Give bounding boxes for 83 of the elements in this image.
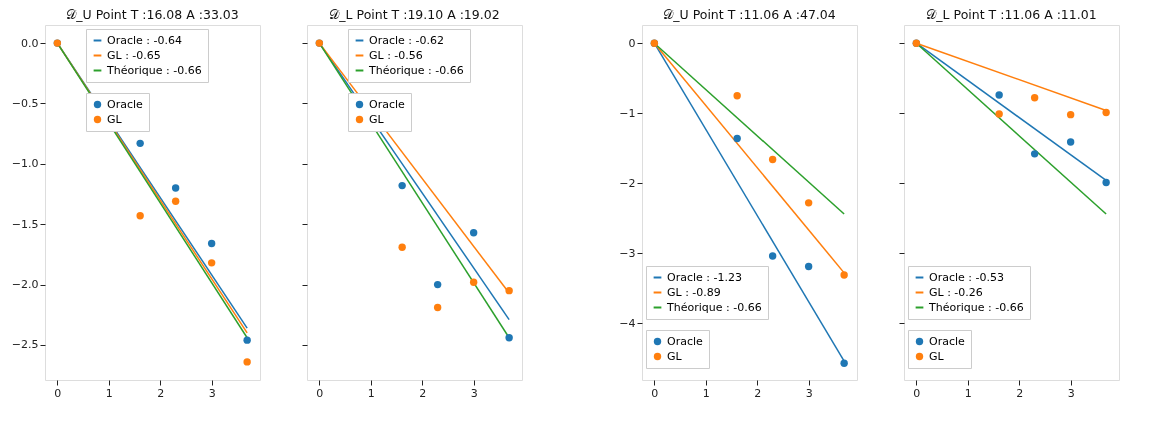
point [840, 359, 848, 367]
x-tick-label: 2 [754, 386, 762, 400]
legend-label: Oracle : -0.53 [929, 270, 1004, 284]
point [207, 259, 216, 267]
y-tick-label: −1.5 [11, 217, 39, 231]
x-tick-label: 2 [157, 386, 165, 400]
point [505, 334, 513, 342]
x-tick-label: 0 [54, 386, 62, 400]
legend-label: Oracle [667, 334, 704, 348]
legend-label: Oracle : -0.64 [107, 33, 182, 47]
point [136, 139, 144, 148]
point [1030, 150, 1039, 158]
point [1066, 138, 1075, 146]
point [433, 280, 442, 289]
point [1030, 94, 1039, 102]
chart-title: 𝒟_U Point T :11.06 A :47.04 [663, 6, 836, 22]
chart-title: 𝒟_L Point T :11.06 A :11.01 [926, 6, 1097, 22]
x-tick-label: 1 [105, 386, 113, 400]
legend-label: GL [929, 349, 945, 363]
point [207, 239, 216, 248]
y-tick-label: −1 [619, 106, 636, 120]
y-tick-label: −1.0 [11, 157, 39, 171]
point [733, 92, 741, 100]
y-tick-label: −4 [619, 316, 636, 330]
y-tick-label: −0.5 [11, 96, 39, 110]
point [469, 228, 478, 237]
legend-label: Théorique : -0.66 [666, 300, 762, 314]
point [1102, 178, 1110, 187]
x-tick-label: 2 [419, 386, 427, 400]
x-tick-label: 1 [702, 386, 710, 400]
point [398, 243, 406, 251]
point [733, 134, 741, 143]
point [995, 91, 1003, 99]
x-tick-label: 2 [1016, 386, 1024, 400]
point [995, 110, 1003, 118]
point [171, 184, 180, 192]
point [433, 303, 442, 312]
x-tick-label: 3 [208, 386, 216, 400]
x-tick-label: 0 [651, 386, 659, 400]
y-tick-label: 0.0 [21, 36, 39, 50]
x-tick-label: 1 [964, 386, 972, 400]
point [804, 199, 813, 207]
legend-label: Théorique : -0.66 [106, 63, 202, 77]
point [768, 155, 777, 164]
y-tick-label: −2 [619, 176, 636, 190]
legend-label: GL : -0.56 [369, 48, 423, 62]
point [469, 278, 478, 286]
legend-label: GL [107, 112, 123, 126]
chart-title: 𝒟_L Point T :19.10 A :19.02 [329, 6, 500, 22]
x-tick-label: 0 [913, 386, 921, 400]
chart-title: 𝒟_U Point T :16.08 A :33.03 [66, 6, 239, 22]
y-tick-label: −3 [619, 246, 636, 260]
y-tick-label: 0 [628, 36, 636, 50]
legend-label: Théorique : -0.66 [928, 300, 1024, 314]
x-tick-label: 0 [316, 386, 324, 400]
point [1102, 108, 1110, 117]
point [136, 212, 144, 220]
legend-label: GL [369, 112, 385, 126]
point [768, 252, 777, 260]
point [243, 336, 251, 344]
y-tick-label: −2.0 [11, 278, 39, 292]
point [171, 197, 180, 205]
legend-label: Théorique : -0.66 [368, 63, 464, 77]
legend-label: GL : -0.89 [667, 285, 721, 299]
point [505, 286, 513, 295]
point [840, 271, 848, 279]
legend-label: Oracle : -1.23 [667, 270, 742, 284]
x-tick-label: 3 [470, 386, 478, 400]
legend-label: Oracle [369, 97, 406, 111]
x-tick-label: 1 [367, 386, 375, 400]
y-tick-label: −2.5 [11, 338, 39, 352]
point [1066, 110, 1075, 119]
legend-label: Oracle [929, 334, 966, 348]
point [398, 181, 406, 190]
point [243, 358, 251, 366]
legend-label: GL [667, 349, 683, 363]
point [804, 262, 813, 271]
legend-label: Oracle [107, 97, 144, 111]
legend-label: GL : -0.65 [107, 48, 161, 62]
x-tick-label: 3 [805, 386, 813, 400]
legend-label: GL : -0.26 [929, 285, 983, 299]
legend-label: Oracle : -0.62 [369, 33, 444, 47]
x-tick-label: 3 [1067, 386, 1075, 400]
